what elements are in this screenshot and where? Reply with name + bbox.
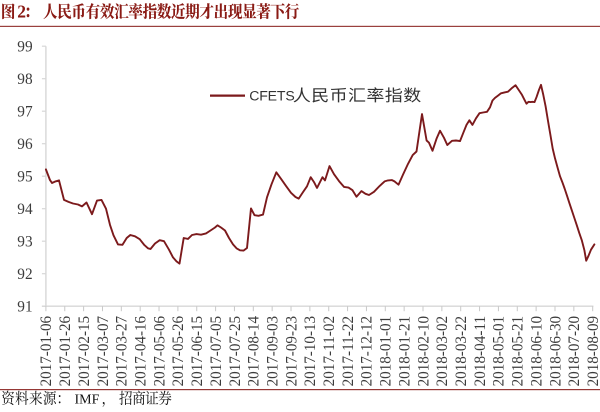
svg-text:2017-11-22: 2017-11-22 <box>340 316 357 387</box>
svg-text:99: 99 <box>17 38 33 55</box>
svg-text:97: 97 <box>17 103 33 120</box>
svg-text:94: 94 <box>17 201 33 218</box>
svg-text:CFETS: CFETS <box>249 87 294 103</box>
svg-text:96: 96 <box>17 136 33 153</box>
svg-text:98: 98 <box>17 71 33 88</box>
svg-text:2017-01-26: 2017-01-26 <box>57 316 74 387</box>
svg-text:2017-02-15: 2017-02-15 <box>76 316 93 387</box>
svg-text:2018-05-21: 2018-05-21 <box>510 316 527 387</box>
svg-text:2017-04-16: 2017-04-16 <box>132 316 149 387</box>
svg-text:2017-11-02: 2017-11-02 <box>321 316 338 387</box>
svg-text:2018-05-01: 2018-05-01 <box>491 316 508 387</box>
svg-text:2017-05-26: 2017-05-26 <box>170 316 187 387</box>
svg-text:92: 92 <box>17 266 32 283</box>
svg-text:2018-08-09: 2018-08-09 <box>585 316 600 387</box>
svg-text:2017-09-03: 2017-09-03 <box>264 316 281 387</box>
svg-text:2018-04-11: 2018-04-11 <box>472 316 489 387</box>
svg-text:2018-02-10: 2018-02-10 <box>415 316 432 387</box>
svg-text:2018-06-10: 2018-06-10 <box>528 316 545 387</box>
svg-text:2018-07-20: 2018-07-20 <box>566 316 583 387</box>
svg-text:2017-03-27: 2017-03-27 <box>114 316 131 387</box>
svg-text:2018-01-21: 2018-01-21 <box>396 316 413 387</box>
svg-text:2017-01-06: 2017-01-06 <box>38 316 55 387</box>
svg-text:2017-03-07: 2017-03-07 <box>95 316 112 387</box>
svg-text:2018-01-01: 2018-01-01 <box>378 316 395 387</box>
svg-text:2017-09-23: 2017-09-23 <box>283 316 300 387</box>
svg-text:2017-07-25: 2017-07-25 <box>227 316 244 387</box>
svg-text:2017-06-15: 2017-06-15 <box>189 316 206 387</box>
svg-text:2017-08-14: 2017-08-14 <box>246 316 263 387</box>
svg-text:2018-06-30: 2018-06-30 <box>547 316 564 387</box>
svg-text:95: 95 <box>17 168 33 185</box>
svg-text:91: 91 <box>17 298 32 315</box>
svg-text:2017-12-12: 2017-12-12 <box>359 316 376 387</box>
svg-text:2017-07-05: 2017-07-05 <box>208 316 225 387</box>
svg-text:93: 93 <box>17 233 33 250</box>
svg-text:2: 2 <box>17 1 26 21</box>
svg-text:2018-03-22: 2018-03-22 <box>453 316 470 387</box>
svg-text:2017-05-06: 2017-05-06 <box>151 316 168 387</box>
svg-text:2017-10-13: 2017-10-13 <box>302 316 319 387</box>
svg-text:IMF: IMF <box>75 393 100 407</box>
svg-text:2018-03-02: 2018-03-02 <box>434 316 451 387</box>
